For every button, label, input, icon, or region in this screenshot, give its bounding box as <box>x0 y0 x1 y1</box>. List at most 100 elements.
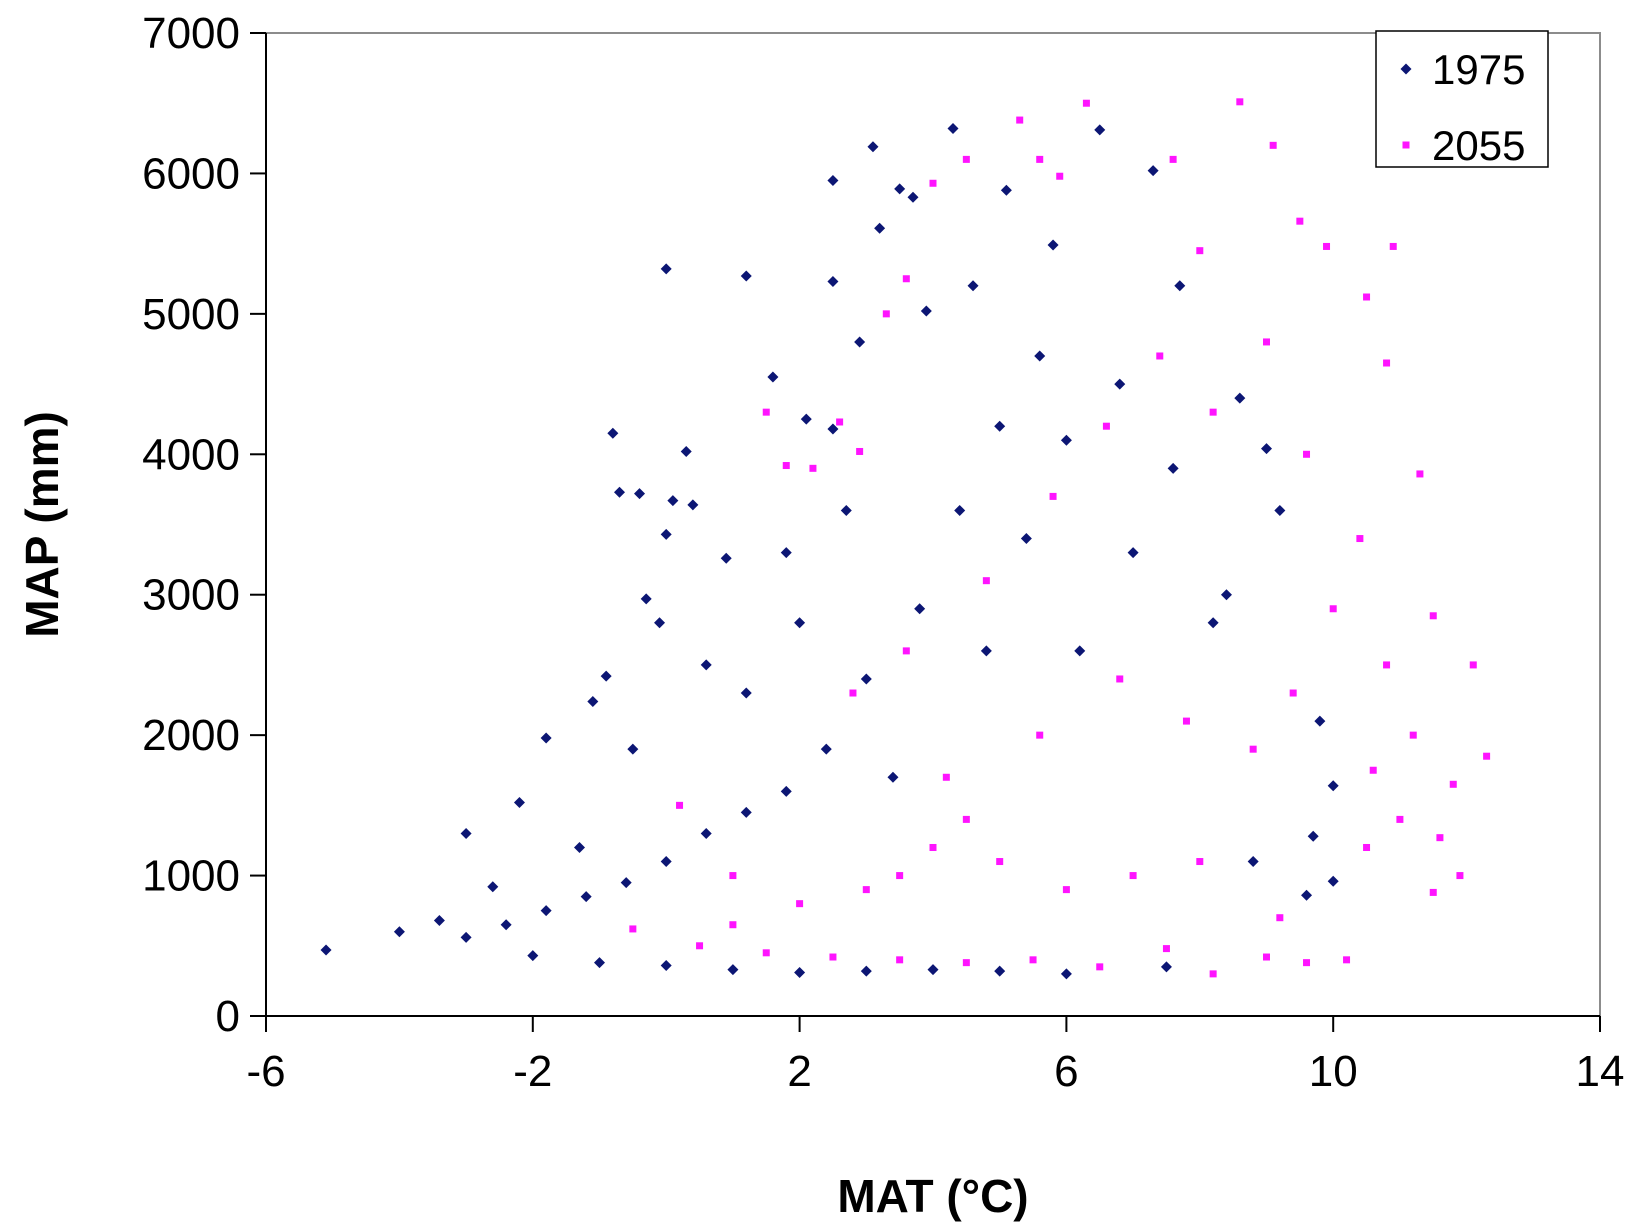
data-point-2055 <box>1196 247 1204 255</box>
data-point-1975 <box>1274 504 1286 516</box>
data-point-2055 <box>762 408 770 416</box>
data-point-1975 <box>433 915 445 927</box>
data-point-2055 <box>1343 956 1351 964</box>
x-tick-label: -2 <box>513 1047 552 1096</box>
data-point-1975 <box>1247 856 1259 868</box>
data-point-2055 <box>729 872 737 880</box>
data-point-2055 <box>1356 535 1364 543</box>
data-point-2055 <box>862 886 870 894</box>
data-point-1975 <box>513 797 525 809</box>
data-point-1975 <box>1261 443 1272 455</box>
axes-layer: 0 1000 2000 3000 4000 5000 6000 7000 -6 -2 2 6 10 14 <box>142 9 1624 1096</box>
data-point-1975 <box>614 486 626 498</box>
data-point-2055 <box>1369 766 1377 774</box>
data-point-2055 <box>1436 834 1444 842</box>
y-tick-label: 7000 <box>142 9 240 58</box>
data-point-1975 <box>1327 875 1339 887</box>
data-point-1975 <box>1327 780 1339 792</box>
data-point-2055 <box>962 155 970 163</box>
data-point-1975 <box>1234 392 1246 404</box>
y-tick-label: 0 <box>216 992 240 1041</box>
data-point-2055 <box>929 179 937 187</box>
x-tick-label: 10 <box>1309 1047 1358 1096</box>
data-point-2055 <box>1182 717 1190 725</box>
data-point-1975 <box>580 891 592 903</box>
data-point-1975 <box>1074 645 1086 657</box>
data-point-1975 <box>1160 961 1172 973</box>
data-point-2055 <box>696 942 704 950</box>
y-axis-title: MAP (mm) <box>16 411 68 638</box>
data-point-1975 <box>867 141 879 153</box>
legend: 1975 2055 <box>1375 30 1549 169</box>
data-point-1975 <box>914 603 926 615</box>
data-point-2055 <box>1209 408 1217 416</box>
data-point-1975 <box>687 499 699 511</box>
data-point-2055 <box>1289 689 1297 697</box>
data-point-2055 <box>1449 780 1457 788</box>
data-point-1975 <box>660 959 672 971</box>
data-point-2055 <box>1303 450 1311 458</box>
data-point-2055 <box>1156 352 1164 360</box>
x-tick-label: 2 <box>787 1047 811 1096</box>
data-point-2055 <box>896 872 904 880</box>
data-point-1975 <box>827 276 839 288</box>
data-point-2055 <box>856 447 864 455</box>
data-point-2055 <box>1102 422 1110 430</box>
data-point-1975 <box>907 191 919 203</box>
data-point-2055 <box>896 956 904 964</box>
data-point-2055 <box>1323 242 1331 250</box>
data-point-1975 <box>860 965 872 977</box>
data-point-2055 <box>1276 914 1284 922</box>
data-point-2055 <box>836 418 844 426</box>
data-point-1975 <box>947 122 959 134</box>
data-point-1975 <box>634 488 646 500</box>
data-point-2055 <box>1056 172 1064 180</box>
data-point-2055 <box>1036 155 1044 163</box>
data-point-2055 <box>1236 98 1244 106</box>
data-point-1975 <box>1127 547 1139 559</box>
data-point-2055 <box>1429 888 1437 896</box>
data-point-1975 <box>594 957 605 969</box>
data-point-1975 <box>660 263 672 275</box>
data-point-2055 <box>942 773 950 781</box>
data-point-2055 <box>982 577 990 585</box>
data-point-2055 <box>962 959 970 967</box>
data-point-1975 <box>994 965 1006 977</box>
data-point-1975 <box>794 617 806 629</box>
data-point-2055 <box>762 949 770 957</box>
data-point-2055 <box>1263 953 1270 961</box>
x-axis-title: MAT (°C) <box>837 1170 1028 1222</box>
data-point-1975 <box>820 743 832 755</box>
data-point-1975 <box>827 174 839 186</box>
y-tick-label: 1000 <box>142 852 240 901</box>
data-point-1975 <box>640 593 652 605</box>
data-point-2055 <box>1029 956 1037 964</box>
y-tick-label: 4000 <box>142 430 240 479</box>
data-point-1975 <box>887 771 899 783</box>
data-point-1975 <box>1147 165 1159 177</box>
data-point-2055 <box>1296 217 1304 225</box>
data-point-1975 <box>627 743 639 755</box>
data-point-1975 <box>720 552 732 564</box>
data-point-2055 <box>1416 470 1424 478</box>
data-point-1975 <box>840 504 852 516</box>
data-point-1975 <box>500 919 512 931</box>
series-2055 <box>629 98 1491 978</box>
data-points-layer <box>320 98 1491 980</box>
data-point-1975 <box>827 423 839 435</box>
data-point-2055 <box>1016 116 1024 124</box>
data-point-1975 <box>780 785 792 797</box>
data-point-1975 <box>660 528 672 540</box>
data-point-1975 <box>1094 124 1106 136</box>
data-point-2055 <box>1249 745 1257 753</box>
data-point-1975 <box>854 336 866 348</box>
data-point-2055 <box>1096 963 1104 971</box>
data-point-2055 <box>1303 959 1311 967</box>
data-point-2055 <box>1062 886 1070 894</box>
data-point-2055 <box>1169 155 1177 163</box>
data-point-1975 <box>654 617 666 629</box>
data-point-1975 <box>1307 830 1319 842</box>
data-point-2055 <box>1162 945 1170 953</box>
